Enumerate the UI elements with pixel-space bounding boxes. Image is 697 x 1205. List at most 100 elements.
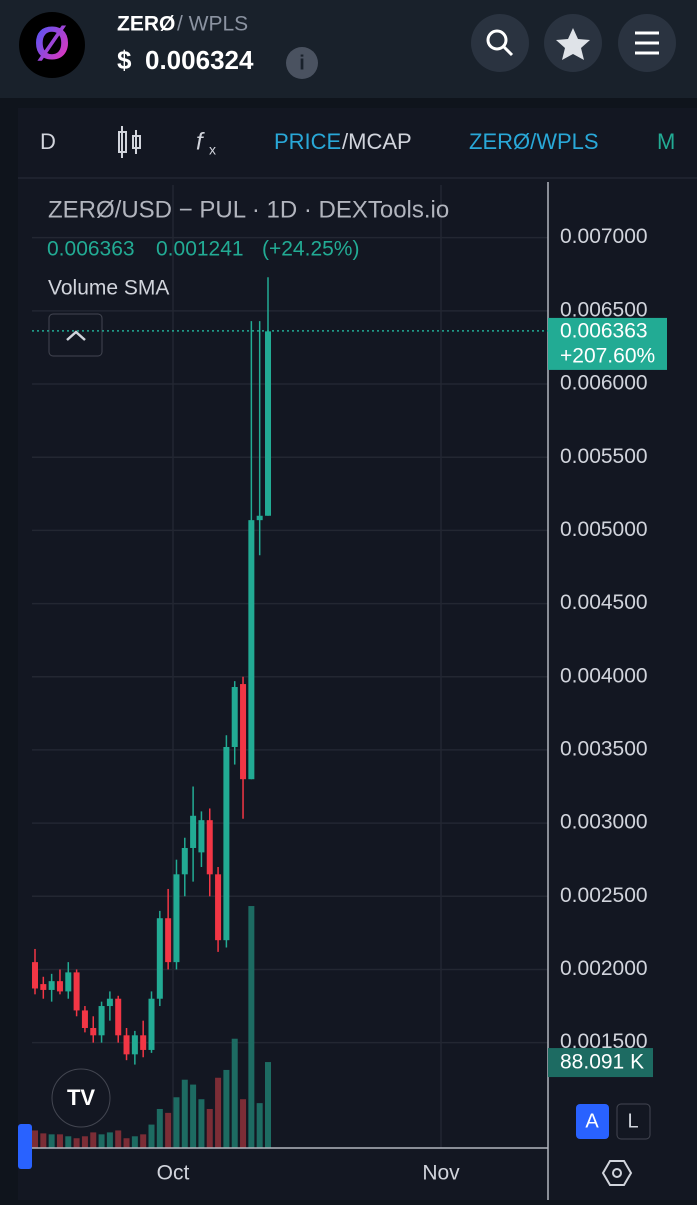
last-price-tag (548, 317, 667, 370)
volume-bar (106, 1132, 113, 1148)
search-button[interactable] (471, 14, 529, 72)
info-button[interactable] (286, 47, 318, 79)
volume-bar (32, 1130, 38, 1148)
candle-body (181, 847, 188, 875)
sidebar-toggle[interactable] (18, 1124, 32, 1169)
auto-scale-button[interactable] (576, 1104, 609, 1139)
indicators-icon[interactable]: f (196, 128, 205, 155)
interval-button[interactable]: D (40, 129, 56, 154)
price-toggle[interactable]: PRICE (274, 129, 341, 154)
candle-body (256, 515, 263, 521)
candle-body (98, 1006, 105, 1036)
volume-bar (73, 1138, 80, 1148)
volume-bar (206, 1108, 213, 1148)
volume-bar (40, 1133, 47, 1148)
candle-body (65, 972, 72, 992)
volume-bar (173, 1097, 180, 1148)
logo-glyph: Ø (34, 17, 70, 69)
volume-bar (148, 1124, 155, 1148)
candle-body (106, 998, 113, 1007)
currency: $ (117, 45, 132, 75)
plot: 0.001500 0.002000 0.002500 0.003000 0.003500… (32, 185, 648, 1185)
token-logo (19, 12, 85, 78)
y-tick-label: 0.006000 (560, 372, 648, 395)
candle-body (56, 981, 63, 992)
candle-type-icon[interactable] (118, 126, 141, 158)
auto-scale-label: A (585, 1110, 599, 1132)
candle-body (115, 998, 122, 1036)
legend-change-pct: (+24.25%) (262, 238, 359, 261)
volume-bar (156, 1108, 163, 1148)
info-icon: i (299, 52, 305, 74)
volume-bar (115, 1130, 122, 1148)
last-price-label: 0.006363 (560, 319, 648, 342)
collapse-button[interactable] (48, 313, 103, 357)
header-price: 0.006324 (145, 45, 254, 75)
chart-title: ZERØ/USD − PUL · 1D · DEXTools.io (48, 196, 449, 223)
candle-body (265, 331, 271, 516)
search-icon (502, 45, 514, 57)
legend-change: 0.001241 (156, 238, 244, 261)
candle-body (90, 1027, 97, 1036)
volume-bar (190, 1084, 197, 1148)
indicator-name: Volume SMA (48, 277, 169, 300)
volume-tag (548, 1048, 653, 1078)
indicators-icon: x (209, 142, 216, 158)
candle-body (40, 984, 47, 990)
candle-body (240, 684, 247, 780)
candle-body (148, 998, 155, 1050)
candle-body (173, 874, 180, 963)
volume-bar (81, 1136, 88, 1148)
candle-body (190, 815, 197, 848)
candle-body (123, 1035, 130, 1055)
candle-body (223, 746, 230, 941)
x-tick-label: Oct (157, 1162, 190, 1185)
volume-bar (123, 1138, 130, 1148)
last-change-label: +207.60% (560, 344, 655, 367)
y-tick-label: 0.003500 (560, 737, 648, 760)
volume-bar (56, 1134, 63, 1148)
y-tick-label: 0.002000 (560, 957, 648, 980)
volume-bar (223, 1069, 230, 1148)
candle-body (32, 962, 38, 989)
x-tick-label: Nov (422, 1162, 460, 1185)
y-tick-label: 0.006500 (560, 298, 648, 321)
candle-body (231, 686, 238, 747)
volume-bar (65, 1136, 72, 1148)
log-scale-button[interactable] (616, 1103, 651, 1140)
volume-bar (256, 1103, 263, 1148)
candle-body (131, 1035, 138, 1055)
volume-bar (215, 1077, 222, 1148)
settings-icon[interactable] (601, 1160, 633, 1186)
token-name: ZERØ (117, 13, 175, 36)
chart-panel (18, 108, 697, 1200)
volume-bar (198, 1099, 205, 1148)
volume-bar (165, 1112, 172, 1148)
more-toggle[interactable]: M (657, 129, 675, 154)
pair-toggle[interactable]: ZERØ/WPLS (469, 129, 599, 154)
y-tick-label: 0.005000 (560, 518, 648, 541)
candle-body (48, 981, 55, 990)
tradingview-logo[interactable] (51, 1068, 111, 1128)
candle-body (140, 1035, 147, 1050)
settings-icon (612, 1168, 622, 1178)
y-tick-label: 0.002500 (560, 884, 648, 907)
volume-bar (131, 1136, 138, 1148)
tradingview-glyph: TV (67, 1085, 95, 1110)
candle-body (206, 820, 213, 875)
volume-bar (265, 1062, 271, 1148)
mcap-toggle[interactable]: /MCAP (342, 129, 412, 154)
y-tick-label: 0.005500 (560, 445, 648, 468)
candle-body (156, 918, 163, 999)
candle-body (198, 820, 205, 853)
y-tick-label: 0.007000 (560, 225, 648, 248)
collapse-icon (66, 330, 86, 341)
candle-body (165, 918, 172, 963)
y-tick-label: 0.004500 (560, 591, 648, 614)
candle-body (81, 1010, 88, 1028)
volume-tag-label: 88.091 K (560, 1051, 644, 1074)
volume-bar (48, 1134, 55, 1148)
search-icon (486, 29, 508, 51)
